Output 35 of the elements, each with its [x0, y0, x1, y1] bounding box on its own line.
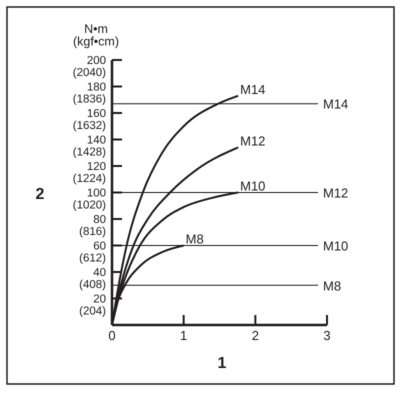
y2-tick-label: (1020) [72, 200, 106, 212]
y2-tick-label: (816) [79, 226, 106, 238]
y-tick-label: 180 [86, 82, 106, 94]
y2-tick-label: (204) [79, 306, 106, 318]
y-tick-label: 60 [93, 240, 106, 252]
text: 2 [36, 186, 45, 203]
y-tick-label: 160 [86, 108, 106, 120]
x-tick-label: 3 [323, 328, 331, 343]
y-tick-label: 200 [86, 55, 106, 67]
ref-line-label: M12 [323, 186, 348, 200]
ref-line-label: M14 [323, 96, 348, 112]
y2-tick-label: (1836) [72, 94, 106, 106]
y2-tick-label: (1224) [72, 173, 106, 185]
ref-line-label: M10 [323, 238, 348, 254]
y-tick-label: 80 [93, 214, 106, 226]
y2-tick-label: (1632) [72, 120, 106, 132]
series-label: M14 [240, 82, 266, 97]
x-axis-title: 1 [218, 355, 227, 372]
x-tick-label: 0 [108, 328, 116, 343]
text: N•m (kgf•cm) [72, 22, 120, 48]
series-label: M8 [186, 232, 204, 246]
y-tick-label: 120 [86, 161, 106, 173]
y2-tick-label: (408) [79, 279, 106, 291]
y2-tick-label: (612) [79, 252, 106, 264]
y-tick-label: 40 [93, 267, 106, 279]
series-label: M12 [240, 133, 266, 148]
y2-tick-label: (1428) [72, 146, 106, 158]
ref-line-label: M8 [323, 278, 342, 294]
y-tick-label: 140 [86, 134, 106, 146]
x-tick-label: 2 [252, 328, 259, 343]
y2-tick-label: (2040) [72, 67, 106, 79]
x-tick-label: 1 [180, 328, 188, 343]
series-label: M10 [240, 178, 266, 194]
y-tick-label: 100 [86, 188, 106, 200]
y-tick-label: 20 [93, 294, 106, 306]
